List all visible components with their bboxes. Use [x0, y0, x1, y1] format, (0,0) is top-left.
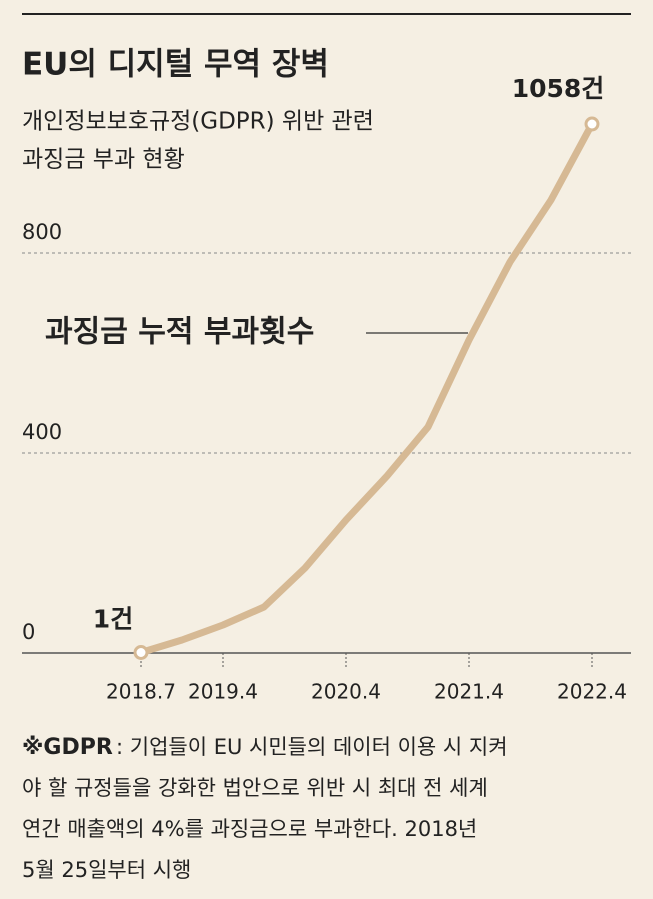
footnote: 5월 25일부터 시행 — [22, 858, 191, 882]
subtitle: 개인정보보호규정(GDPR) 위반 관련 — [22, 109, 374, 135]
series-label: 과징금 누적 부과횟수 — [45, 315, 314, 350]
x-tick-label: 2018.7 — [106, 680, 176, 704]
y-tick-label: 400 — [22, 420, 62, 444]
x-tick-label: 2022.4 — [557, 680, 627, 704]
chart-title: EU의 디지털 무역 장벽 — [22, 47, 329, 83]
x-tick-label: 2021.4 — [434, 680, 504, 704]
x-tick-label: 2019.4 — [188, 680, 258, 704]
footnote: : 기업들이 EU 시민들의 데이터 이용 시 지켜 — [116, 735, 508, 759]
subtitle: 과징금 부과 현황 — [22, 147, 185, 173]
line — [137, 120, 596, 656]
end-marker — [584, 116, 600, 132]
footnote: 연간 매출액의 4%를 과징금으로 부과한다. 2018년 — [22, 817, 477, 841]
y-tick-label: 0 — [22, 620, 35, 644]
data-label: 1058건 — [512, 74, 605, 103]
y-tick-label: 800 — [22, 220, 62, 244]
end-marker — [133, 645, 149, 660]
x-tick-label: 2020.4 — [311, 680, 381, 704]
footnote: 야 할 규정들을 강화한 법안으로 위반 시 최대 전 세계 — [22, 776, 488, 800]
data-label: 1건 — [93, 605, 133, 634]
footnote-term: ※GDPR — [22, 735, 113, 760]
